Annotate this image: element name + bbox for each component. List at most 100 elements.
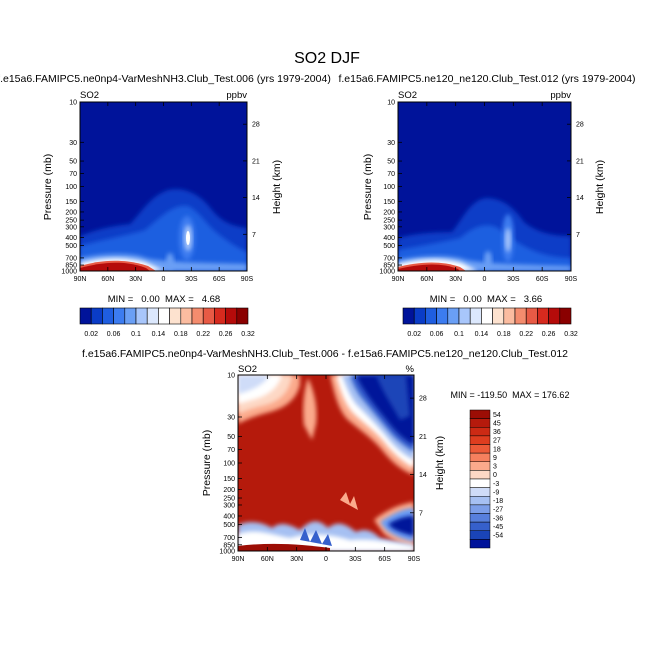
colorbar-swatch	[469, 504, 491, 514]
colorbar-swatch	[481, 307, 493, 325]
x-tick-label: 30N	[449, 276, 462, 283]
colorbar-label: 3	[493, 464, 497, 471]
colorbar-label: -36	[493, 515, 503, 522]
y-tick-label: 30	[69, 140, 77, 147]
y-tick-label: 200	[223, 487, 235, 494]
colorbar-swatch	[225, 307, 238, 325]
colorbar-swatch	[402, 307, 415, 325]
y-tick-label: 500	[383, 243, 395, 250]
panel-2-ylabel: Pressure (mb)	[362, 154, 374, 221]
colorbar-swatch	[469, 435, 491, 445]
panel-3-title: f.e15a6.FAMIPC5.ne0np4-VarMeshNH3.Club_T…	[82, 348, 568, 360]
y2-tick-label: 7	[252, 232, 256, 239]
colorbar-swatch	[469, 427, 491, 437]
panel-2-title: f.e15a6.FAMIPC5.ne120_ne120.Club_Test.01…	[338, 73, 635, 85]
colorbar-swatch	[113, 307, 126, 325]
panel-2-axes: 90N 60N 30N 0 30S 60S 90S 10 30 50 70 100 150 200 2503…	[379, 100, 583, 284]
y-tick-label: 250	[383, 218, 395, 225]
y-tick-label: 150	[383, 199, 395, 206]
y-tick-label: 1000	[61, 269, 77, 276]
y-tick-label: 850	[65, 263, 77, 270]
y-tick-label: 1000	[379, 269, 395, 276]
colorbar-swatch	[146, 307, 159, 325]
y-tick-label: 100	[65, 184, 77, 191]
y-tick-label: 400	[65, 235, 77, 242]
colorbar-swatch	[469, 539, 491, 549]
y-tick-label: 100	[223, 461, 235, 468]
colorbar-label: 0	[493, 472, 497, 479]
panel-2-y2label: Height (km)	[594, 160, 606, 214]
x-tick-label: 60S	[378, 556, 391, 563]
panel-1-variable-label: SO2	[80, 90, 99, 101]
colorbar-label: 0.22	[196, 331, 210, 338]
colorbar-swatch	[525, 307, 538, 325]
panel-2-variable-label: SO2	[398, 90, 417, 101]
panel-1-ylabel: Pressure (mb)	[42, 154, 54, 221]
colorbar-swatch	[469, 521, 491, 531]
colorbar-label: 9	[493, 455, 497, 462]
panel-3: f.e15a6.FAMIPC5.ne0np4-VarMeshNH3.Club_T…	[82, 348, 569, 563]
colorbar-label: 54	[493, 412, 501, 419]
y-tick-label: 50	[69, 159, 77, 166]
panel-2: f.e15a6.FAMIPC5.ne120_ne120.Club_Test.01…	[338, 73, 635, 338]
x-tick-label: 60N	[261, 556, 274, 563]
y2-tick-label: 21	[576, 158, 584, 165]
colorbar-label: -45	[493, 524, 503, 531]
y2-tick-label: 21	[252, 158, 260, 165]
y-tick-label: 70	[69, 171, 77, 178]
colorbar-label: 0.14	[152, 331, 166, 338]
colorbar-swatch	[124, 307, 137, 325]
y2-tick-label: 28	[252, 122, 260, 129]
y-tick-label: 100	[383, 184, 395, 191]
colorbar-swatch	[436, 307, 449, 325]
panel-2-contour-field	[398, 102, 571, 271]
y-tick-label: 70	[227, 447, 235, 454]
y-tick-label: 300	[65, 224, 77, 231]
colorbar-label: -54	[493, 533, 503, 540]
colorbar-swatch	[559, 307, 572, 325]
y2-tick-label: 28	[419, 396, 427, 403]
panel-2-colorbar: 0.02 0.06 0.1 0.14 0.18 0.22 0.26 0.32	[402, 307, 578, 338]
colorbar-swatch	[548, 307, 561, 325]
colorbar-swatch	[469, 444, 491, 454]
colorbar-label: 0.22	[519, 331, 533, 338]
colorbar-swatch	[90, 307, 103, 325]
panel-1-title: f.e15a6.FAMIPC5.ne0np4-VarMeshNH3.Club_T…	[0, 73, 331, 85]
panel-3-axes: 90N 60N 30N 0 30S 60S 90S 10 30 50 70 100 150 200 2503…	[219, 373, 426, 564]
colorbar-swatch	[469, 530, 491, 540]
y-tick-label: 400	[223, 513, 235, 520]
panel-3-stats: MIN = -119.50 MAX = 176.62	[451, 390, 570, 400]
colorbar-swatch	[79, 307, 92, 325]
colorbar-swatch	[469, 513, 491, 523]
y-tick-label: 200	[65, 209, 77, 216]
colorbar-label: 0.14	[475, 331, 489, 338]
colorbar-swatch	[492, 307, 505, 325]
panel-1-colorbar: 0.02 0.06 0.1 0.14 0.18 0.22 0.26 0.32	[79, 307, 255, 338]
colorbar-swatch	[469, 496, 491, 506]
y-tick-label: 500	[65, 243, 77, 250]
colorbar-label: 27	[493, 438, 501, 445]
panel-1-units-label: ppbv	[226, 90, 247, 101]
colorbar-swatch	[214, 307, 226, 325]
x-tick-label: 90N	[74, 276, 87, 283]
colorbar-swatch	[158, 307, 170, 325]
panel-1: f.e15a6.FAMIPC5.ne0np4-VarMeshNH3.Club_T…	[0, 73, 331, 338]
colorbar-label: -3	[493, 481, 499, 488]
colorbar-swatch	[469, 307, 482, 325]
colorbar-swatch	[447, 307, 460, 325]
y2-tick-label: 14	[576, 195, 584, 202]
y-tick-label: 30	[387, 140, 395, 147]
y-tick-label: 850	[223, 542, 235, 549]
colorbar-label: -18	[493, 498, 503, 505]
y-tick-label: 50	[387, 159, 395, 166]
colorbar-swatch	[191, 307, 204, 325]
x-tick-label: 0	[162, 276, 166, 283]
panel-3-contour-field	[238, 375, 414, 551]
y-tick-label: 150	[65, 199, 77, 206]
panel-2-units-label: ppbv	[550, 90, 571, 101]
colorbar-swatch	[469, 418, 491, 428]
colorbar-swatch	[425, 307, 437, 325]
y2-tick-label: 14	[252, 195, 260, 202]
colorbar-label: 0.18	[174, 331, 188, 338]
